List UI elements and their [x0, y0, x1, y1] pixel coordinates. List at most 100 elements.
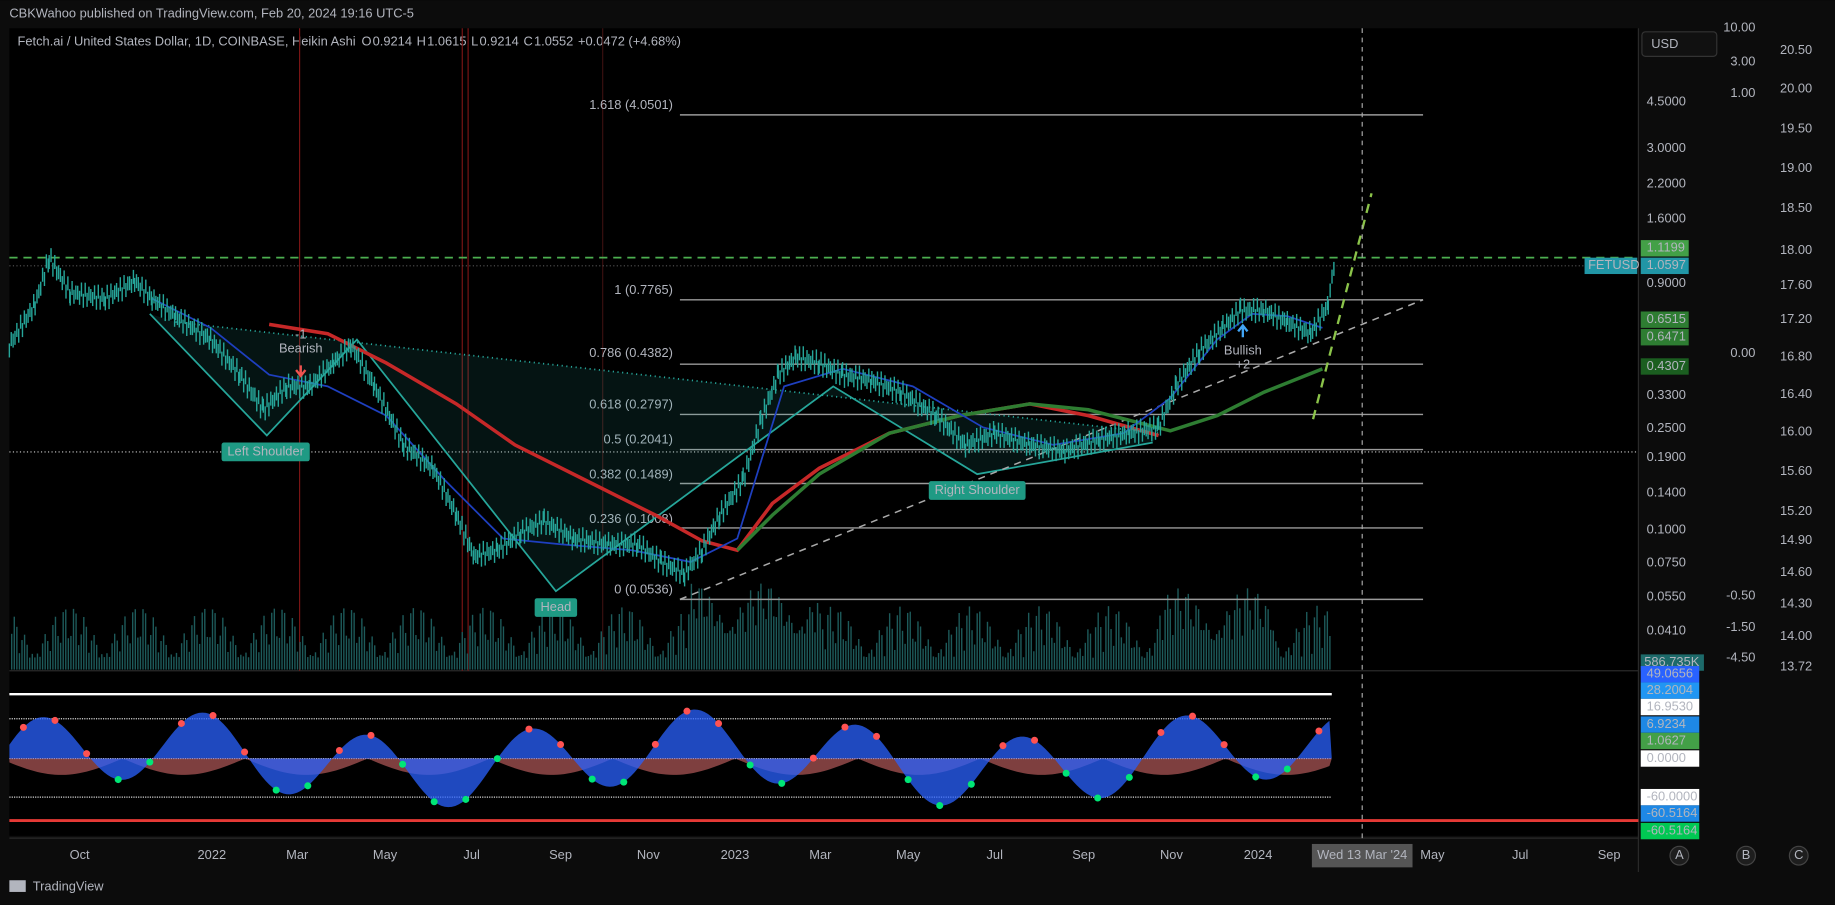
legend-low: 0.9214 — [479, 34, 518, 49]
pattern-fill — [149, 313, 1159, 592]
osc-dot — [809, 754, 817, 762]
fib-label: 0.786 (0.4382) — [589, 345, 673, 360]
osc-dot — [715, 720, 723, 728]
fib-label: 1 (0.7765) — [614, 282, 673, 297]
osc-dot — [873, 732, 881, 740]
time-tick-label: May — [896, 847, 921, 862]
osc-dot — [841, 723, 849, 731]
osc-dot — [1031, 736, 1039, 744]
osc-dot — [620, 778, 628, 786]
pattern-label: Head — [541, 599, 572, 614]
osc-dot — [936, 802, 944, 810]
osc-dot — [367, 731, 375, 739]
axis3-tick-label: 14.00 — [1780, 628, 1812, 643]
pattern-label: Right Shoulder — [935, 482, 1021, 497]
osc-tag-label: 1.0627 — [1647, 732, 1686, 747]
price-tick-label: 1.6000 — [1647, 210, 1686, 225]
osc-dot — [430, 798, 438, 806]
price-tick-label: 0.2500 — [1647, 420, 1686, 435]
axis2-tick-label: -1.50 — [1726, 619, 1755, 634]
price-tick-label: 0.0550 — [1647, 588, 1686, 603]
signal-count: +2 — [1236, 357, 1251, 372]
osc-dot — [746, 761, 754, 769]
symbol-tag — [1584, 257, 1638, 275]
legend-c: C — [524, 34, 533, 49]
ma-green — [736, 367, 1324, 552]
time-tick-label: Oct — [70, 847, 90, 862]
crosshair-date: Wed 13 Mar '24 — [1317, 847, 1407, 862]
scale-button-label[interactable]: B — [1742, 847, 1751, 862]
osc-dot — [51, 716, 59, 724]
time-tick-label: Sep — [1598, 847, 1621, 862]
osc-dot — [1283, 765, 1291, 773]
scale-button[interactable] — [1669, 845, 1690, 866]
axis3-tick-label: 14.60 — [1780, 564, 1812, 579]
symbol-tag-label: FETUSD — [1588, 257, 1639, 272]
scale-button-label[interactable]: A — [1675, 847, 1684, 862]
legend-open: 0.9214 — [373, 34, 412, 49]
osc-dot — [1220, 741, 1228, 749]
axis3-tick-label: 15.60 — [1780, 463, 1812, 478]
currency[interactable]: USD — [1651, 36, 1678, 51]
axis3-tick-label: 14.30 — [1780, 595, 1812, 610]
axis3-tick-label: 16.80 — [1780, 349, 1812, 364]
pattern-badge — [534, 598, 578, 617]
axis3-tick-label: 19.50 — [1780, 120, 1812, 135]
scale-button[interactable] — [1788, 845, 1809, 866]
axis3-tick-label: 18.50 — [1780, 200, 1812, 215]
osc-dot — [1157, 729, 1165, 737]
scale-button-label[interactable]: C — [1794, 847, 1803, 862]
time-tick-label: Mar — [286, 847, 309, 862]
signal-label: Bearish — [279, 340, 323, 355]
axis3-tick-label: 16.00 — [1780, 423, 1812, 438]
time-tick-label: 2023 — [721, 847, 750, 862]
fib-label: 0.5 (0.2041) — [604, 432, 673, 447]
price-tick-label: 0.1400 — [1647, 484, 1686, 499]
osc-dot — [462, 795, 470, 803]
osc-dot — [967, 780, 975, 788]
osc-dot — [904, 776, 912, 784]
fib-label: 1.618 (4.0501) — [589, 97, 673, 112]
osc-tag — [1640, 698, 1700, 716]
scale-button[interactable] — [1736, 845, 1757, 866]
axis3-tick-label: 13.72 — [1780, 659, 1812, 674]
projection-line — [1311, 192, 1373, 420]
osc-tag — [1640, 732, 1700, 750]
price-tag — [1640, 329, 1689, 346]
time-tick-label: May — [373, 847, 398, 862]
price-tick-label: 0.0410 — [1647, 622, 1686, 637]
osc-dot — [399, 760, 407, 768]
osc-dot — [1125, 773, 1133, 781]
osc-tag-label: 16.9530 — [1647, 698, 1693, 713]
volume-tag-label: 586.735K — [1644, 654, 1699, 669]
legend-h: H — [417, 34, 426, 49]
price-tag-label: 1.1199 — [1647, 240, 1685, 255]
osc-tag-label: 6.9234 — [1647, 716, 1686, 731]
legend-o: O — [361, 34, 371, 49]
osc-dot — [1189, 712, 1197, 720]
price-tick-label: 0.1900 — [1647, 449, 1686, 464]
price-tick-label: 0.3300 — [1647, 387, 1686, 402]
pattern-badge — [928, 481, 1026, 500]
time-tick-label: Nov — [637, 847, 660, 862]
osc-tag-label: 0.0000 — [1647, 750, 1686, 765]
osc-tag — [1640, 716, 1700, 733]
signal-label: Bullish — [1224, 343, 1262, 358]
legend-change: +0.0472 (+4.68%) — [578, 34, 681, 49]
currency-button[interactable] — [1641, 31, 1718, 57]
price-tick-label: 0.9000 — [1647, 275, 1686, 290]
crosshair-date-box — [1311, 843, 1413, 868]
axis3-tick-label: 18.00 — [1780, 242, 1812, 257]
axis2-tick-label: -4.50 — [1726, 649, 1755, 664]
osc-dot — [19, 723, 27, 731]
fib-label: 0.382 (0.1489) — [589, 467, 673, 482]
axis3-tick-label: 20.00 — [1780, 81, 1812, 96]
osc-dot — [177, 719, 185, 727]
osc-red — [9, 758, 1332, 775]
time-tick-label: 2024 — [1244, 847, 1273, 862]
axis2-tick-label: 3.00 — [1730, 54, 1755, 69]
price-tick-label: 2.2000 — [1647, 175, 1686, 190]
fib-label: 0 (0.0536) — [614, 581, 673, 596]
pattern-badge — [221, 442, 310, 462]
osc-tag-label: 49.0656 — [1647, 666, 1693, 681]
